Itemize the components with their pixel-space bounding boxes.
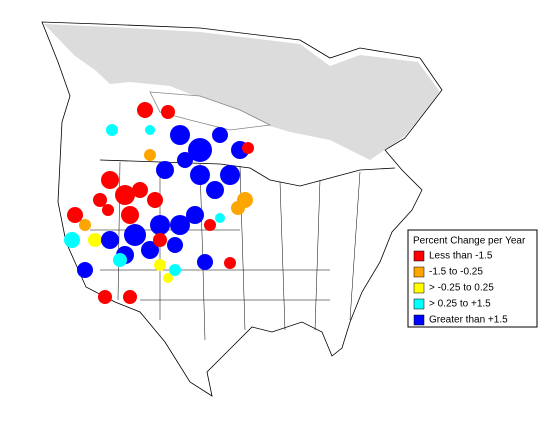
legend-swatch [413, 282, 425, 294]
data-blob [156, 161, 174, 179]
data-blob [231, 201, 245, 215]
data-blob [163, 273, 173, 283]
legend: Percent Change per Year Less than -1.5 -1… [407, 229, 538, 328]
data-blob [144, 149, 156, 161]
tundra-region [44, 24, 440, 160]
legend-swatch [413, 250, 425, 262]
data-blob [124, 224, 146, 246]
legend-label: -1.5 to -0.25 [429, 267, 483, 278]
data-blob [170, 125, 190, 145]
data-blob [79, 219, 91, 231]
data-blob [115, 185, 135, 205]
data-blob [113, 253, 127, 267]
legend-box [407, 229, 538, 328]
data-blob [102, 204, 114, 216]
data-blob [64, 232, 80, 248]
data-blob [206, 181, 224, 199]
legend-swatch [413, 314, 425, 326]
legend-label: > 0.25 to +1.5 [429, 299, 491, 310]
legend-title: Percent Change per Year [413, 236, 526, 247]
data-blob [220, 165, 240, 185]
data-blob [242, 142, 254, 154]
data-blob [186, 206, 204, 224]
data-blob [132, 182, 148, 198]
data-blobs [64, 102, 254, 304]
data-blob [150, 215, 170, 235]
data-blob [137, 102, 153, 118]
data-blob [167, 237, 183, 253]
data-blob [188, 138, 212, 162]
data-blob [101, 231, 119, 249]
data-blob [177, 152, 193, 168]
data-blob [153, 233, 167, 247]
data-blob [101, 171, 119, 189]
data-blob [88, 233, 102, 247]
data-blob [224, 257, 236, 269]
data-blob [169, 264, 181, 276]
data-blob [170, 215, 190, 235]
data-blob [190, 165, 210, 185]
data-blob [212, 127, 228, 143]
legend-swatch [413, 266, 425, 278]
data-blob [67, 207, 83, 223]
data-blob [121, 206, 139, 224]
legend-label: > -0.25 to 0.25 [429, 283, 494, 294]
data-blob [154, 259, 166, 271]
data-blob [161, 105, 175, 119]
data-blob [197, 254, 213, 270]
data-blob [98, 290, 112, 304]
data-blob [204, 219, 216, 231]
data-blob [93, 193, 107, 207]
data-blob [77, 262, 93, 278]
data-blob [147, 192, 163, 208]
legend-swatch [413, 298, 425, 310]
data-blob [106, 124, 118, 136]
data-blob [123, 290, 137, 304]
data-blob [141, 241, 159, 259]
legend-label: Less than -1.5 [429, 251, 493, 262]
data-blob [215, 213, 225, 223]
legend-label: Greater than +1.5 [429, 315, 508, 326]
data-blob [145, 125, 155, 135]
